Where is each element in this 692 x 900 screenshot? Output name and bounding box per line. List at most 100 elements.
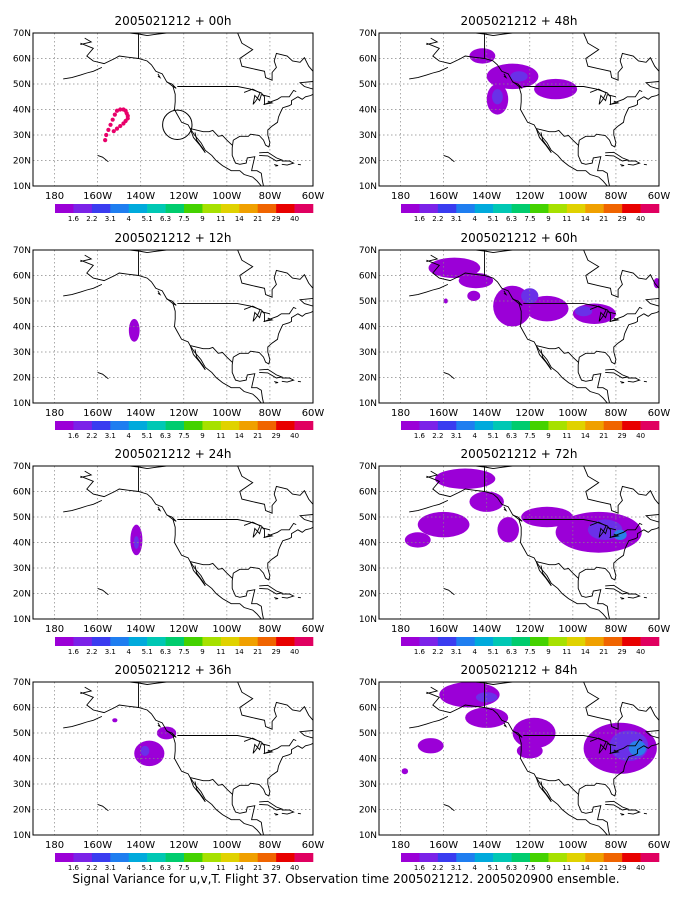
variance-region: [512, 717, 556, 749]
colorbar-swatch: [437, 637, 457, 646]
colorbar: 1.6 2.2 3.1 4 5.1 6.3 7.5 9 11 14 21 29 40: [401, 421, 660, 440]
variance-region: [653, 278, 659, 289]
coastline: [263, 317, 274, 322]
coastline: [299, 81, 313, 90]
colorbar-swatch: [640, 204, 660, 213]
coastline: [643, 380, 647, 383]
observation-point: [103, 138, 108, 143]
colorbar-label: 4: [472, 432, 477, 440]
variance-region: [525, 295, 569, 322]
coastline: [609, 317, 620, 322]
coastline: [512, 730, 523, 738]
colorbar-label: 29: [272, 864, 281, 872]
coastline: [231, 140, 264, 186]
coastline: [620, 164, 625, 167]
coastline: [472, 33, 513, 37]
variance-region: [521, 288, 539, 304]
coastline: [157, 290, 162, 296]
lat-tick-label: 60N: [359, 272, 377, 282]
lat-tick-label: 50N: [359, 729, 377, 739]
colorbar-label: 3.1: [451, 864, 462, 872]
lon-tick-label: 60W: [648, 840, 671, 851]
variance-region: [112, 718, 118, 723]
colorbar-swatch: [437, 421, 457, 430]
coastline: [297, 380, 301, 383]
coastline: [627, 593, 641, 599]
lat-tick-label: 20N: [359, 157, 377, 167]
lat-tick-label: 50N: [359, 80, 377, 90]
lat-tick-label: 10N: [13, 615, 31, 625]
colorbar-label: 14: [581, 215, 590, 223]
coastline: [605, 800, 630, 811]
colorbar-label: 3.1: [451, 215, 462, 223]
lon-tick-label: 140W: [126, 408, 155, 419]
colorbar-swatch: [511, 421, 531, 430]
coastline: [426, 470, 439, 478]
colorbar-swatch: [202, 637, 222, 646]
colorbar-swatch: [91, 421, 111, 430]
variance-region: [467, 290, 481, 301]
variance-region: [156, 726, 177, 740]
coastline: [233, 93, 313, 148]
variance-region: [465, 707, 509, 728]
lat-tick-label: 60N: [359, 704, 377, 714]
colorbar-swatch: [110, 421, 130, 430]
colorbar-swatch: [585, 853, 605, 862]
coastline: [297, 812, 301, 815]
coastline: [583, 466, 659, 514]
colorbar-label: 5.1: [142, 648, 153, 656]
colorbar-label: 21: [599, 432, 608, 440]
coastline: [577, 789, 610, 835]
lon-tick-label: 80W: [605, 840, 628, 851]
colorbar-label: 5.1: [488, 864, 499, 872]
colorbar-swatch: [220, 853, 240, 862]
colorbar-swatch: [511, 637, 531, 646]
colorbar-swatch: [530, 853, 549, 862]
variance-region: [417, 511, 470, 538]
lon-tick-label: 60W: [648, 624, 671, 635]
coastline: [645, 81, 659, 90]
colorbar-swatch: [603, 204, 623, 213]
colorbar-swatch: [294, 637, 314, 646]
colorbar-swatch: [202, 853, 222, 862]
coastline: [503, 506, 508, 512]
lon-tick-label: 120W: [515, 408, 544, 419]
colorbar-label: 21: [599, 864, 608, 872]
coastline: [281, 593, 295, 599]
lon-tick-label: 100W: [212, 408, 241, 419]
coastline: [233, 526, 313, 581]
colorbar-label: 29: [618, 432, 627, 440]
lat-tick-label: 20N: [13, 374, 31, 384]
lon-tick-label: 180: [45, 624, 64, 635]
panel-title: 2005021212 + 84h: [461, 663, 578, 677]
colorbar-swatch: [239, 853, 259, 862]
colorbar-label: 7.5: [524, 648, 535, 656]
colorbar-swatch: [401, 204, 420, 213]
colorbar-swatch: [165, 853, 185, 862]
coastline: [80, 42, 262, 186]
coastline: [583, 33, 659, 81]
colorbar-swatch: [419, 204, 439, 213]
coastline: [605, 368, 630, 379]
lon-tick-label: 180: [391, 840, 410, 851]
colorbar-swatch: [73, 204, 93, 213]
map-panel: 2005021212 + 72h 70N 60N 50N 40N 30N 20N 10N 180…: [359, 447, 671, 656]
colorbar-swatch: [511, 853, 531, 862]
lat-tick-label: 40N: [359, 106, 377, 116]
coastline: [583, 250, 659, 298]
coastline: [177, 519, 297, 539]
colorbar-label: 14: [235, 864, 244, 872]
variance-region: [140, 745, 150, 756]
lat-tick-label: 50N: [13, 729, 31, 739]
panel-title: 2005021212 + 48h: [461, 14, 578, 28]
lon-tick-label: 180: [391, 624, 410, 635]
coastline: [63, 66, 103, 80]
colorbar-swatch: [110, 637, 130, 646]
colorbar-swatch: [184, 637, 203, 646]
coastline: [299, 514, 313, 523]
lat-tick-label: 60N: [359, 488, 377, 498]
map-panel: 2005021212 + 36h 70N 60N 50N 40N 30N 20N 10N 180…: [13, 663, 325, 872]
colorbar-swatch: [239, 204, 259, 213]
coastline: [443, 154, 455, 163]
lat-tick-label: 40N: [13, 755, 31, 765]
